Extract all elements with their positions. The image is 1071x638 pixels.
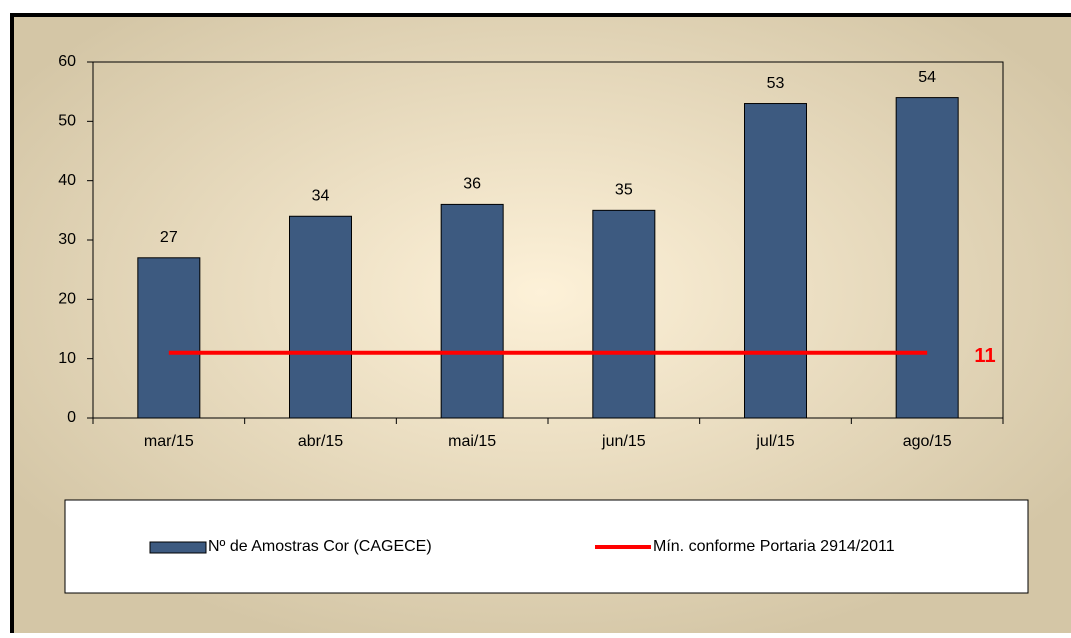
bar xyxy=(440,203,504,419)
y-tick-label: 40 xyxy=(58,172,76,189)
bar xyxy=(744,103,807,419)
x-tick-label: jun/15 xyxy=(601,433,646,450)
y-tick-label: 0 xyxy=(67,409,76,426)
legend xyxy=(64,499,1029,594)
data-label: 35 xyxy=(615,182,633,199)
bar xyxy=(592,209,656,419)
bar xyxy=(895,97,959,419)
data-label: 36 xyxy=(463,176,481,193)
legend-swatch xyxy=(149,541,207,554)
bar xyxy=(289,215,352,419)
legend-label: Mín. conforme Portaria 2914/2011 xyxy=(653,538,895,555)
y-tick-label: 60 xyxy=(58,53,76,70)
legend-label: Nº de Amostras Cor (CAGECE) xyxy=(208,538,432,555)
y-tick-label: 20 xyxy=(58,291,76,308)
bar xyxy=(137,257,201,419)
margin xyxy=(0,0,1071,14)
x-tick-label: mai/15 xyxy=(448,433,496,450)
data-label: 27 xyxy=(160,229,178,246)
data-label: 11 xyxy=(974,345,995,367)
y-tick-label: 50 xyxy=(58,113,76,130)
x-tick-label: ago/15 xyxy=(903,433,952,450)
y-tick-label: 30 xyxy=(58,231,76,248)
y-tick-label: 10 xyxy=(58,350,76,367)
x-tick-label: jul/15 xyxy=(755,433,794,450)
data-label: 34 xyxy=(312,187,330,204)
data-label: 54 xyxy=(918,69,936,86)
data-label: 53 xyxy=(767,75,785,92)
x-tick-label: mar/15 xyxy=(144,433,194,450)
x-tick-label: abr/15 xyxy=(298,433,343,450)
